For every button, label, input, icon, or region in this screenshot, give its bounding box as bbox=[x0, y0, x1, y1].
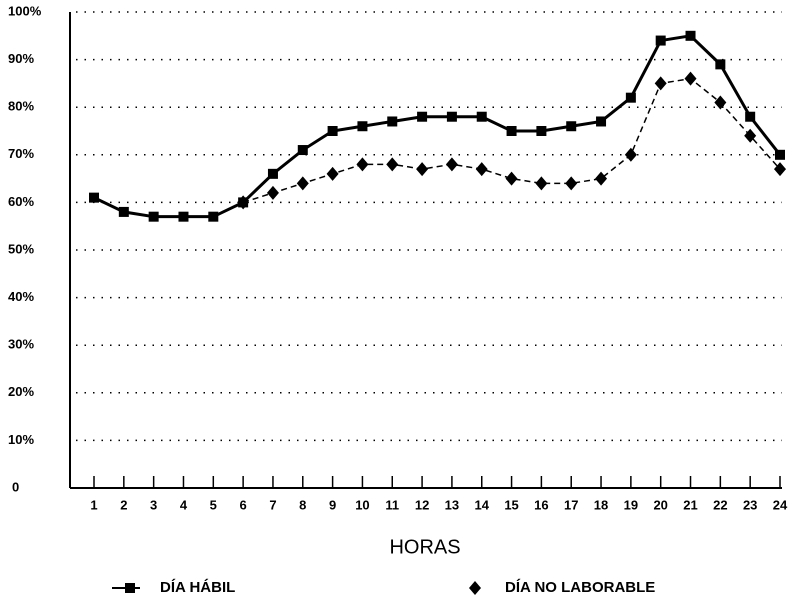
x-tick-label: 15 bbox=[504, 497, 518, 512]
data-point bbox=[565, 176, 578, 191]
x-tick-label: 3 bbox=[150, 497, 157, 512]
data-point bbox=[445, 157, 458, 172]
data-point bbox=[208, 211, 219, 222]
data-point bbox=[774, 162, 786, 177]
x-tick-label: 19 bbox=[624, 497, 638, 512]
y-tick-label: 90% bbox=[8, 51, 34, 66]
data-point bbox=[745, 111, 756, 122]
y-tick-label: 100% bbox=[8, 3, 42, 18]
legend-label: DÍA HÁBIL bbox=[160, 579, 235, 596]
x-tick-label: 12 bbox=[415, 497, 429, 512]
data-point bbox=[566, 121, 577, 132]
data-point bbox=[356, 157, 369, 172]
data-point bbox=[536, 126, 547, 136]
x-tick-label: 21 bbox=[683, 497, 697, 512]
data-point bbox=[475, 162, 488, 177]
y-tick-label: 10% bbox=[8, 432, 34, 447]
data-point bbox=[595, 171, 608, 186]
x-tick-label: 16 bbox=[534, 497, 548, 512]
x-axis-label: HORAS bbox=[389, 536, 460, 558]
data-point bbox=[118, 206, 129, 217]
x-tick-label: 10 bbox=[355, 497, 369, 512]
x-tick-label: 22 bbox=[713, 497, 727, 512]
data-point bbox=[714, 95, 727, 110]
data-point bbox=[596, 116, 607, 127]
data-point bbox=[89, 192, 99, 203]
data-point bbox=[296, 176, 309, 191]
y-tick-label: 60% bbox=[8, 194, 34, 209]
legend-marker bbox=[125, 583, 135, 593]
x-tick-label: 13 bbox=[445, 497, 459, 512]
data-point bbox=[505, 171, 518, 186]
x-tick-label: 18 bbox=[594, 497, 608, 512]
data-point bbox=[775, 149, 785, 160]
data-point bbox=[624, 147, 637, 162]
x-tick-label: 4 bbox=[180, 497, 188, 512]
y-tick-label: 30% bbox=[8, 337, 34, 352]
y-tick-label: 0 bbox=[12, 479, 19, 494]
data-point bbox=[148, 211, 159, 222]
data-point bbox=[625, 92, 636, 103]
x-tick-label: 17 bbox=[564, 497, 578, 512]
data-point bbox=[267, 168, 278, 179]
x-tick-label: 1 bbox=[90, 497, 97, 512]
y-tick-label: 50% bbox=[8, 241, 34, 256]
x-tick-label: 7 bbox=[269, 497, 276, 512]
x-tick-label: 23 bbox=[743, 497, 757, 512]
data-point bbox=[476, 111, 487, 122]
data-point bbox=[654, 76, 667, 91]
data-point bbox=[326, 166, 339, 181]
data-point bbox=[357, 121, 368, 132]
y-tick-label: 20% bbox=[8, 384, 34, 399]
data-point bbox=[238, 197, 249, 208]
data-point bbox=[266, 185, 279, 200]
data-point bbox=[506, 126, 517, 136]
data-point bbox=[446, 111, 457, 122]
data-point bbox=[715, 59, 726, 70]
y-tick-label: 80% bbox=[8, 99, 34, 114]
legend-marker bbox=[469, 581, 481, 595]
data-point bbox=[684, 71, 697, 86]
x-tick-label: 9 bbox=[329, 497, 336, 512]
data-point bbox=[386, 157, 399, 172]
x-tick-label: 20 bbox=[653, 497, 667, 512]
x-tick-label: 11 bbox=[385, 497, 399, 512]
data-point bbox=[416, 162, 429, 177]
x-tick-label: 6 bbox=[240, 497, 247, 512]
data-point bbox=[417, 111, 428, 122]
x-tick-label: 2 bbox=[120, 497, 127, 512]
data-point bbox=[655, 35, 666, 46]
data-point bbox=[327, 126, 338, 136]
data-point bbox=[297, 145, 308, 156]
data-point bbox=[535, 176, 548, 191]
legend-label: DÍA NO LABORABLE bbox=[505, 579, 655, 596]
x-tick-label: 14 bbox=[475, 497, 490, 512]
y-tick-label: 70% bbox=[8, 146, 34, 161]
data-point bbox=[178, 211, 189, 222]
x-tick-label: 8 bbox=[299, 497, 306, 512]
x-tick-label: 24 bbox=[773, 497, 788, 512]
x-tick-label: 5 bbox=[210, 497, 217, 512]
y-tick-label: 40% bbox=[8, 289, 34, 304]
data-point bbox=[685, 30, 696, 41]
series-line bbox=[93, 34, 782, 219]
data-point bbox=[744, 128, 757, 143]
data-point bbox=[387, 116, 398, 127]
